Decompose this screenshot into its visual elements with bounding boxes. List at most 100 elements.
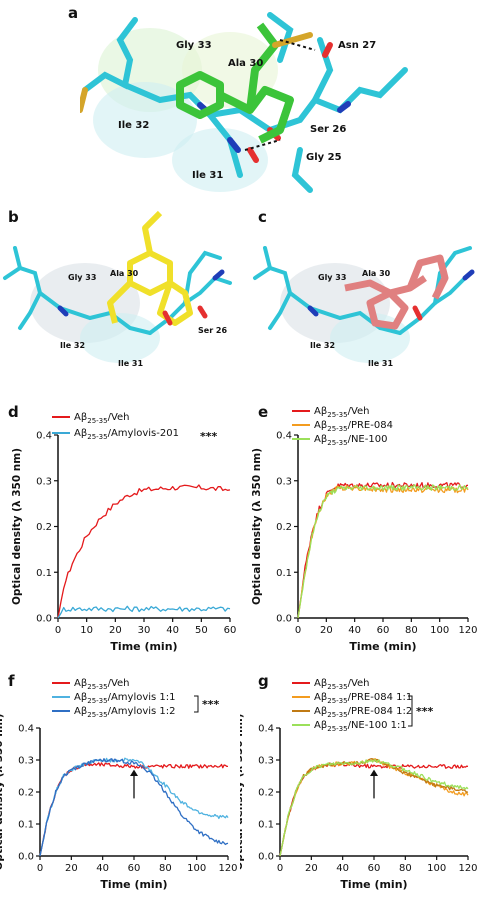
residue-label-b-ala30: Ala 30 [110,269,139,278]
y-tick-label: 0.4 [258,724,274,735]
x-tick-label: 50 [195,625,208,636]
x-tick-label: 60 [224,625,237,636]
x-tick-label: 40 [166,625,179,636]
residue-label-ile32: Ile 32 [118,120,149,131]
series-line-1 [297,481,469,619]
y-tick-label: 0.0 [18,852,34,863]
y-tick-label: 0.0 [36,614,52,625]
x-tick-label: 100 [187,863,206,874]
legend-entry: Aβ25-35/PRE-084 [314,420,393,433]
legend-entry: Aβ25-35/Veh [314,406,370,419]
x-tick-label: 80 [405,625,418,636]
residue-label-b-gly33: Gly 33 [68,273,96,282]
x-tick-label: 80 [399,863,412,874]
series-line-1 [39,762,229,857]
y-tick-label: 0.2 [18,788,34,799]
residue-label-b-ile32: Ile 32 [60,341,85,350]
series-line-2 [57,605,231,619]
oxygen-atoms-b [162,305,208,326]
ligand-b [107,210,193,326]
nitrogen-atoms-b [57,269,225,317]
residue-label-c-gly33: Gly 33 [318,273,346,282]
residue-label-c-ile31: Ile 31 [368,359,393,368]
x-tick-label: 120 [458,863,477,874]
x-tick-label: 0 [295,625,301,636]
legend-entry: Aβ25-35/NE-100 1:1 [314,720,407,733]
y-tick-label: 0.4 [276,431,292,442]
legend-entry: Aβ25-35/Amylovis 1:1 [74,692,176,705]
x-tick-label: 0 [55,625,61,636]
chart-f: 0 20 40 60 80 100 120 0.0 0.1 0.2 0.3 0.4 Time (min)… [0,678,238,891]
addition-arrow-head [370,769,378,776]
y-tick-label: 0.0 [276,614,292,625]
y-tick-label: 0.0 [258,852,274,863]
chart-e: 0 20 40 60 80 100 120 0.0 0.1 0.2 0.3 0.4 Time (min)… [251,406,478,653]
significance-bracket [408,695,413,727]
x-tick-label: 40 [96,863,109,874]
x-tick-label: 30 [138,625,151,636]
y-tick-label: 0.1 [36,568,52,579]
ligand-c [344,254,449,330]
hbond-lines-a [244,39,316,151]
legend-entry: Aβ25-35/NE-100 [314,434,387,447]
y-axis-label: Optical density (λ 350 nm) [251,448,263,605]
significance-marker: *** [416,705,434,718]
x-axis-label: Time (min) [110,640,177,653]
y-axis-label: Optical density (λ 350 nm) [240,714,245,871]
series-line-3 [297,484,469,619]
molecular-render-c: Gly 33 Ala 30 Ile 32 Ile 31 [253,246,475,368]
legend-entry: Aβ25-35/Veh [74,412,130,425]
x-tick-label: 60 [368,863,381,874]
residue-label-gly33: Gly 33 [176,40,212,51]
y-tick-label: 0.2 [258,788,274,799]
x-tick-label: 0 [277,863,283,874]
series-line-3 [39,758,229,857]
vdw-surface-ile31 [172,128,268,192]
sulfur-atoms-a [80,32,313,113]
panel-label-e: e [258,403,269,421]
residue-label-asn27: Asn 27 [338,40,376,51]
x-axis-label: Time (min) [340,878,407,891]
panel-label-d: d [8,403,19,421]
y-tick-label: 0.4 [36,431,52,442]
panel-label-f: f [8,672,15,690]
x-tick-label: 60 [128,863,141,874]
legend-entry: Aβ25-35/Amylovis 1:2 [74,706,176,719]
series-line-2 [297,484,469,619]
series-line-2 [39,757,229,857]
y-tick-label: 0.3 [36,476,52,487]
residue-label-b-ser26: Ser 26 [198,326,227,335]
legend-entry: Aβ25-35/PRE-084 1:1 [314,692,412,705]
x-tick-label: 20 [109,625,122,636]
x-tick-label: 120 [218,863,237,874]
y-tick-label: 0.4 [18,724,34,735]
panel-label-c: c [258,208,267,226]
legend-entry: Aβ25-35/PRE-084 1:2 [314,706,412,719]
significance-bracket [194,695,199,713]
x-tick-label: 20 [320,625,333,636]
residue-label-b-ile31: Ile 31 [118,359,143,368]
y-tick-label: 0.1 [18,820,34,831]
x-tick-label: 40 [348,625,361,636]
addition-arrow-head [130,769,138,776]
oxygen-atoms-c [412,305,423,321]
x-tick-label: 120 [458,625,477,636]
panel-label-g: g [258,672,269,690]
x-tick-label: 20 [65,863,78,874]
chart-g: 0 20 40 60 80 100 120 0.0 0.1 0.2 0.3 0.4 Time (min)… [240,678,478,891]
x-tick-label: 100 [430,625,449,636]
residue-label-ala30: Ala 30 [228,58,263,69]
y-tick-label: 0.3 [276,476,292,487]
x-tick-label: 60 [377,625,390,636]
vdw-surface-b2 [80,313,160,363]
panel-label-b: b [8,208,19,226]
x-tick-label: 20 [305,863,318,874]
panel-label-a: a [68,4,79,22]
significance-marker: *** [200,430,218,443]
series-line-4 [279,759,469,857]
y-tick-label: 0.1 [258,820,274,831]
molecular-render-b: Gly 33 Ala 30 Ser 26 Ile 32 Ile 31 [3,210,232,368]
y-tick-label: 0.3 [18,756,34,767]
chart-d: 0 10 20 30 40 50 60 0.0 0.1 0.2 0.3 0.4 Time (min) Op… [11,412,237,653]
legend-entry: Aβ25-35/Veh [314,678,370,691]
